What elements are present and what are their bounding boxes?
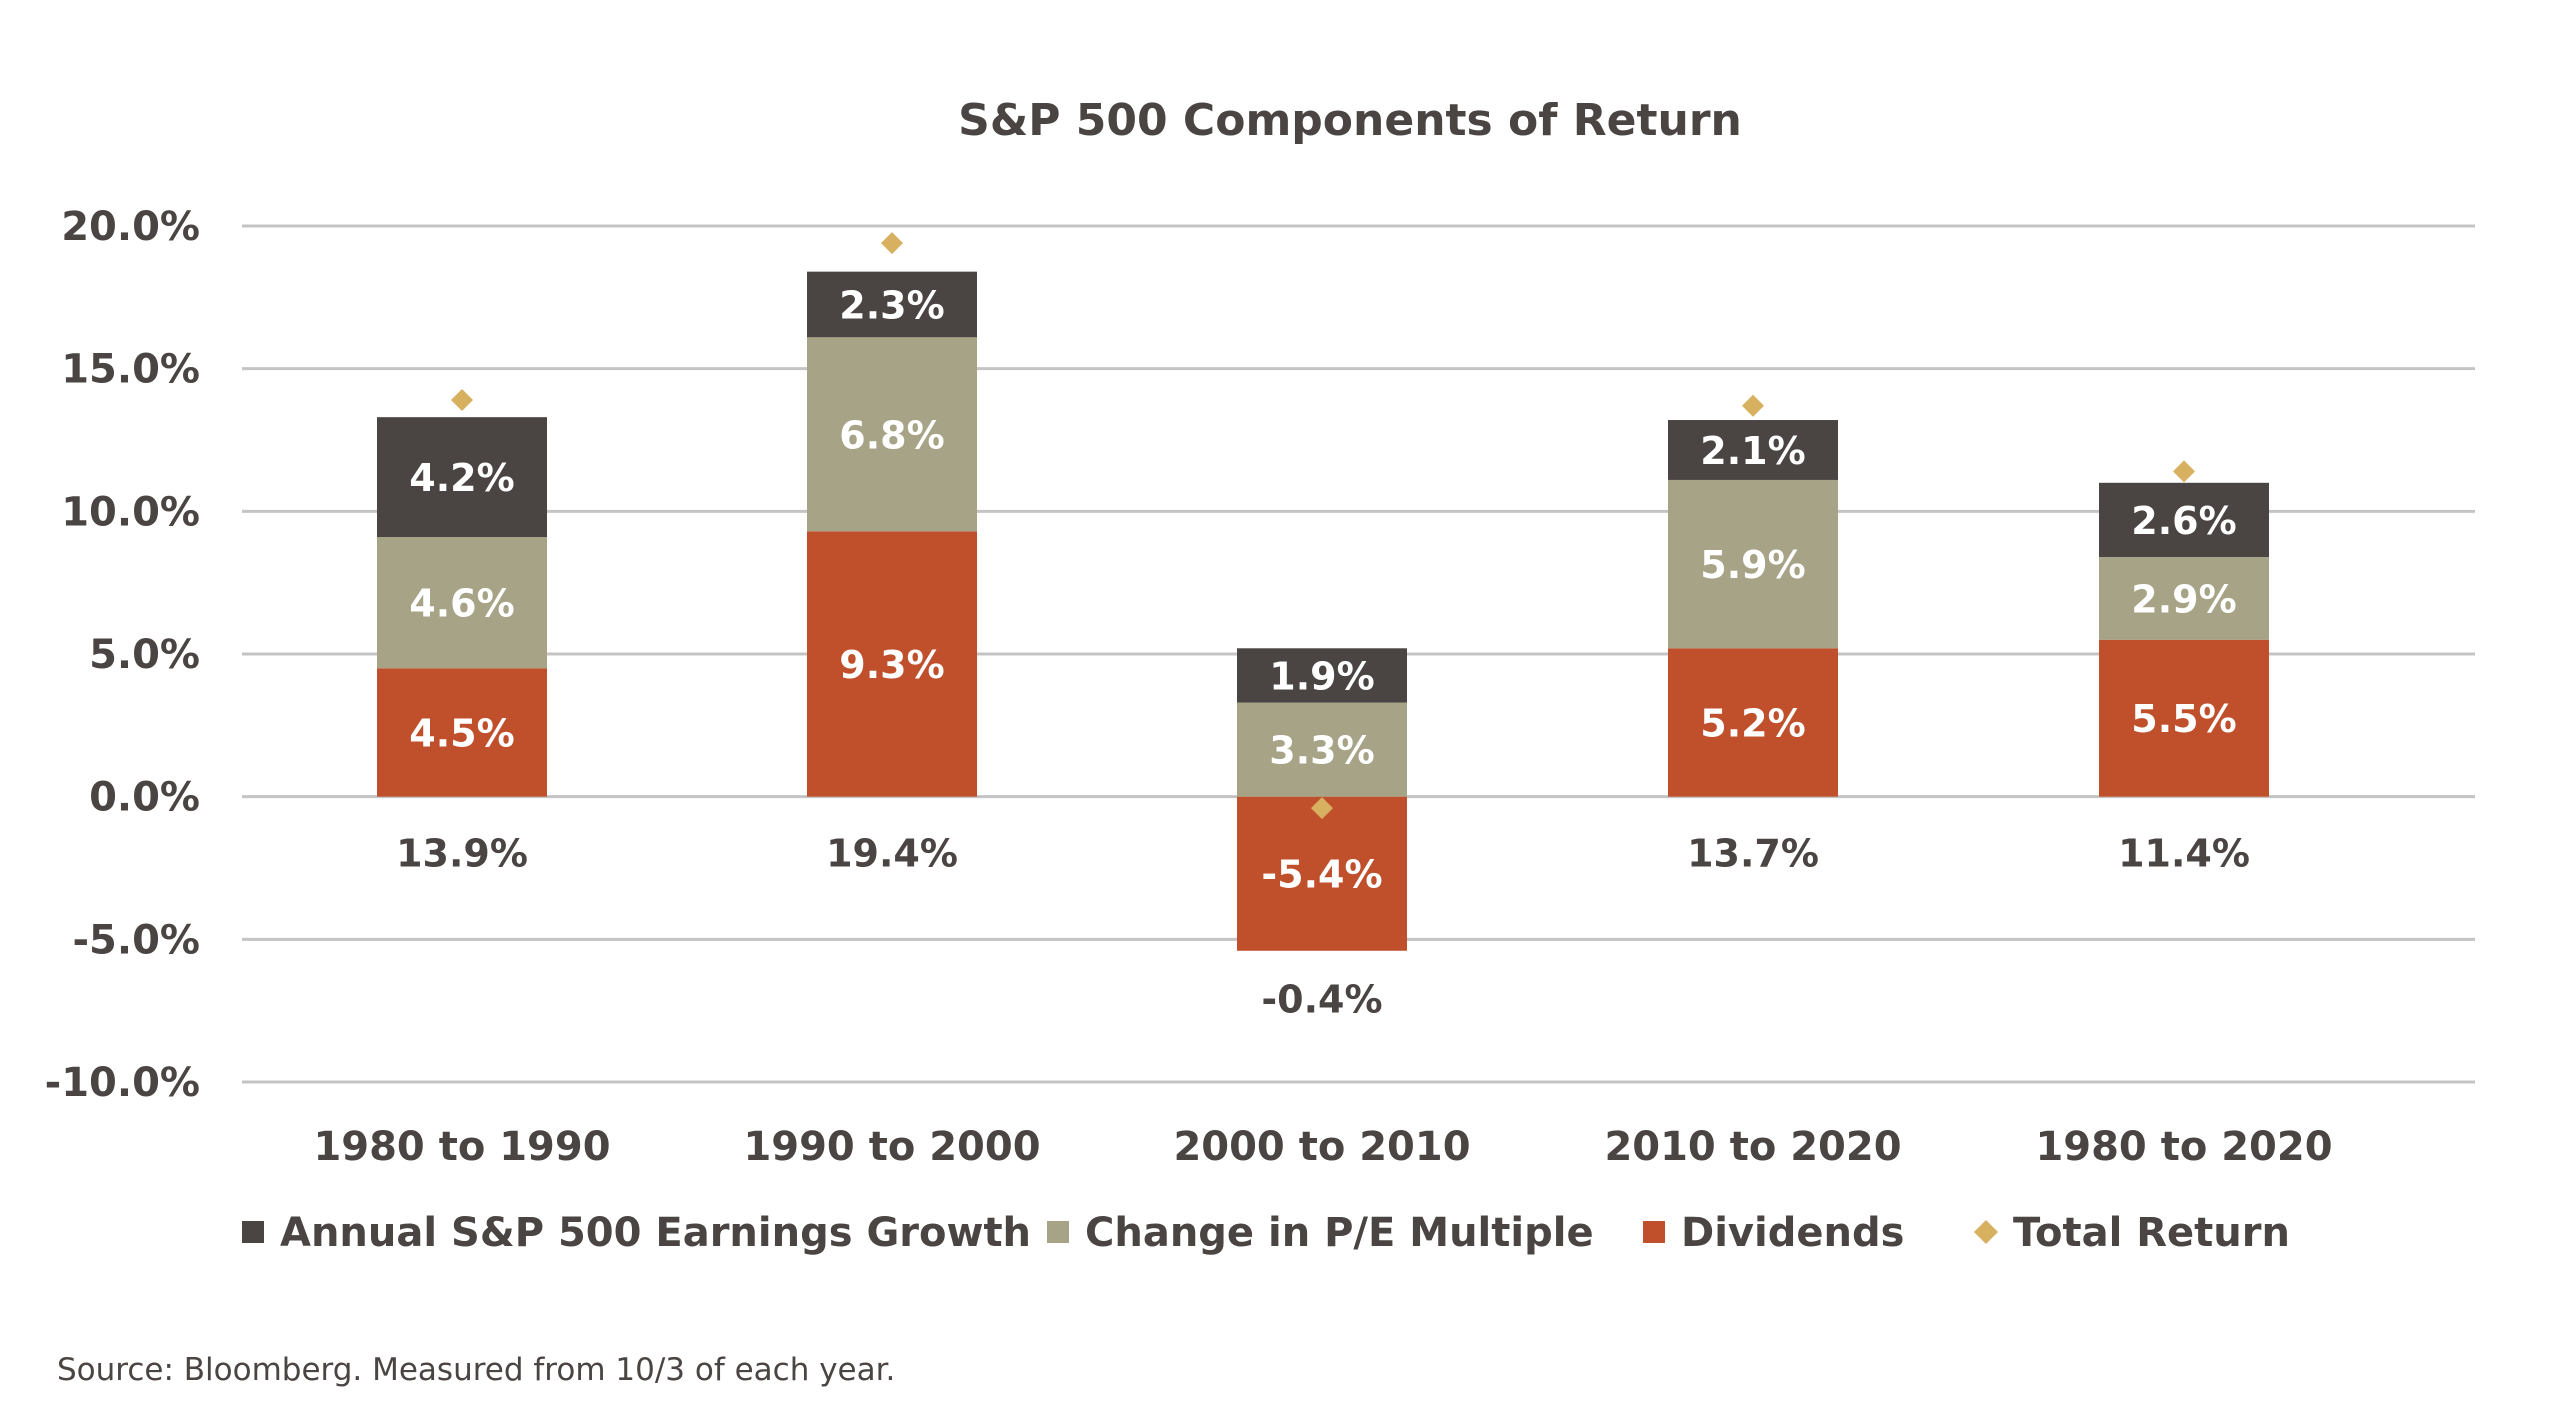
y-tick-label: 20.0%	[61, 204, 200, 250]
bar-change-in-p-e-multiple	[377, 537, 547, 669]
bar-change-in-p-e-multiple	[807, 337, 977, 532]
total-return-label: 11.4%	[2118, 832, 2250, 876]
bar-data-label: 2.3%	[839, 283, 944, 327]
bar-data-label: 2.9%	[2131, 577, 2236, 621]
legend-label: Annual S&P 500 Earnings Growth	[280, 1210, 1031, 1256]
y-tick-label: 5.0%	[89, 632, 200, 678]
source-note: Source: Bloomberg. Measured from 10/3 of…	[57, 1352, 895, 1388]
bar-data-label: 3.3%	[1269, 729, 1374, 773]
x-category-label: 1980 to 1990	[313, 1124, 610, 1170]
bar-data-label: 6.8%	[839, 413, 944, 457]
total-return-point	[2173, 460, 2195, 483]
legend-marker-change-in-p-e-multiple	[1047, 1221, 1069, 1243]
bar-annual-s-p-500-earnings-growth	[2099, 482, 2269, 557]
bar-data-label: 2.1%	[1700, 429, 1805, 473]
y-tick-label: 0.0%	[89, 775, 200, 821]
chart-title: S&P 500 Components of Return	[958, 95, 1742, 146]
y-tick-label: 15.0%	[61, 347, 200, 393]
bar-data-label: 4.2%	[409, 456, 514, 500]
legend-marker-total-return	[1974, 1220, 1998, 1244]
bar-annual-s-p-500-earnings-growth	[1668, 420, 1838, 480]
bar-data-label: 4.6%	[409, 582, 514, 626]
total-return-point	[881, 232, 903, 255]
legend-marker-annual-s-p-500-earnings-growth	[242, 1221, 264, 1243]
legend-marker-dividends	[1643, 1221, 1665, 1243]
total-return-label: 13.9%	[396, 832, 528, 876]
total-return-point	[1311, 797, 1333, 820]
bar-data-label: 5.2%	[1700, 701, 1805, 745]
bar-annual-s-p-500-earnings-growth	[807, 271, 977, 338]
legend-label: Total Return	[2013, 1210, 2290, 1256]
x-category-label: 1990 to 2000	[743, 1124, 1040, 1170]
total-return-point	[1742, 394, 1764, 417]
x-category-label: 2000 to 2010	[1173, 1124, 1470, 1170]
bar-change-in-p-e-multiple	[1668, 479, 1838, 649]
y-tick-label: -10.0%	[45, 1060, 200, 1106]
total-return-point	[451, 389, 473, 412]
legend-label: Dividends	[1681, 1210, 1904, 1256]
bar-dividends	[1668, 648, 1838, 797]
legend: Annual S&P 500 Earnings Growth Change in …	[242, 1210, 2290, 1256]
bar-change-in-p-e-multiple	[2099, 556, 2269, 640]
bar-dividends	[2099, 639, 2269, 797]
x-category-label: 2010 to 2020	[1604, 1124, 1901, 1170]
bars: 4.5% 4.6% 4.2% 9.3% 6.8% 2.3% -5.4% 3.3% 1.9% 5.2…	[377, 271, 2269, 951]
x-category-label: 1980 to 2020	[2035, 1124, 2332, 1170]
bar-data-label: 9.3%	[839, 643, 944, 687]
bar-data-label: 4.5%	[409, 711, 514, 755]
total-return-label: 13.7%	[1687, 832, 1819, 876]
x-axis-categories: 1980 to 1990 1990 to 2000 2000 to 2010 2010…	[313, 1124, 2332, 1170]
y-axis-ticks: 20.0% 15.0% 10.0% 5.0% 0.0% -5.0% -10.0%	[45, 204, 200, 1106]
legend-label: Change in P/E Multiple	[1085, 1210, 1594, 1256]
bar-dividends	[807, 531, 977, 797]
bar-annual-s-p-500-earnings-growth	[377, 417, 547, 538]
total-return-markers: 13.9% 19.4% -0.4% 13.7% 11.4%	[396, 232, 2250, 1022]
bar-data-label: -5.4%	[1261, 853, 1382, 897]
y-tick-label: -5.0%	[72, 917, 200, 963]
bar-data-label: 5.5%	[2131, 697, 2236, 741]
bar-dividends	[1237, 796, 1407, 951]
bar-change-in-p-e-multiple	[1237, 702, 1407, 797]
y-tick-label: 10.0%	[61, 489, 200, 535]
total-return-label: -0.4%	[1261, 978, 1382, 1022]
total-return-label: 19.4%	[826, 832, 958, 876]
bar-annual-s-p-500-earnings-growth	[1237, 648, 1407, 703]
bar-dividends	[377, 668, 547, 797]
bar-data-label: 1.9%	[1269, 654, 1374, 698]
bar-data-label: 2.6%	[2131, 499, 2236, 543]
bar-data-label: 5.9%	[1700, 543, 1805, 587]
